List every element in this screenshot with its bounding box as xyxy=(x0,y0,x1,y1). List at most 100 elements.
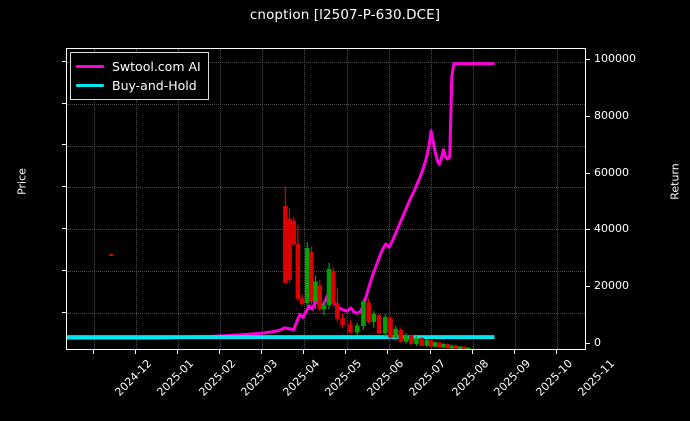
legend: Swtool.com AI Buy-and-Hold xyxy=(70,52,209,100)
candle-body xyxy=(361,301,366,327)
legend-label-strategy: Swtool.com AI xyxy=(112,59,201,74)
candle-body xyxy=(313,281,318,303)
candle-body xyxy=(403,334,409,342)
strategy-equity-line xyxy=(67,62,495,340)
candle-body xyxy=(428,340,434,347)
candle-body xyxy=(408,334,414,344)
gridline-horizontal xyxy=(67,271,585,273)
candle-body xyxy=(326,268,332,306)
y-tick-mark-right xyxy=(586,59,590,61)
x-tick-label: 2025-10 xyxy=(533,357,575,399)
gridline-vertical xyxy=(220,49,222,349)
x-tick-label: 2025-08 xyxy=(448,357,491,399)
x-tick-label: 2025-04 xyxy=(280,357,323,399)
y-tick-mark-right xyxy=(586,229,590,231)
y-tick-label-right: 80000 xyxy=(594,109,629,123)
candle-body xyxy=(453,345,459,349)
legend-item-buy-and-hold[interactable]: Buy-and-Hold xyxy=(76,76,201,95)
y-tick-mark-left xyxy=(62,312,66,314)
candle-body xyxy=(309,252,314,303)
x-tick-mark xyxy=(555,350,557,354)
candle-body xyxy=(382,317,388,334)
y-tick-mark-left xyxy=(62,186,66,188)
x-tick-label: 2025-01 xyxy=(154,357,197,399)
x-tick-mark xyxy=(471,350,473,354)
candle-body xyxy=(441,343,446,348)
x-tick-label: 2025-05 xyxy=(322,357,365,399)
gridline-vertical xyxy=(514,49,516,349)
candle-body xyxy=(445,343,450,349)
legend-swatch-buy-and-hold xyxy=(76,84,104,87)
x-tick-mark xyxy=(261,350,263,354)
y-tick-mark-left xyxy=(62,60,66,62)
y-tick-mark-right xyxy=(586,286,590,288)
x-tick-mark xyxy=(177,350,179,354)
candle-body xyxy=(376,315,382,334)
x-tick-label: 2025-07 xyxy=(406,357,449,399)
x-tick-mark xyxy=(135,350,137,354)
candle-body xyxy=(295,243,301,299)
x-tick-label: 2025-06 xyxy=(364,357,407,399)
gridline-horizontal xyxy=(67,61,585,63)
gridline-horizontal xyxy=(67,229,585,231)
y-tick-mark-right xyxy=(586,116,590,118)
legend-label-buy-and-hold: Buy-and-Hold xyxy=(112,78,197,93)
x-tick-label: 2025-02 xyxy=(196,357,239,399)
candle-body xyxy=(461,346,467,349)
x-tick-mark xyxy=(429,350,431,354)
chart-title: cnoption [l2507-P-630.DCE] xyxy=(249,7,441,23)
data-series-layer xyxy=(67,62,495,349)
x-tick-label: 2025-03 xyxy=(238,357,281,399)
y-tick-mark-left xyxy=(62,144,66,146)
candle-body xyxy=(449,345,455,349)
gridline-vertical xyxy=(556,49,558,349)
candle-body xyxy=(317,285,323,310)
candle-body xyxy=(424,340,430,346)
gridline-vertical xyxy=(388,49,390,349)
gridline-horizontal xyxy=(67,145,585,147)
candle-body xyxy=(108,254,114,257)
y-axis-label-left: Price xyxy=(15,168,29,195)
x-tick-mark xyxy=(513,350,515,354)
candle-body xyxy=(366,302,371,322)
gridline-vertical xyxy=(94,49,96,349)
plot-area xyxy=(66,48,586,350)
candle-body xyxy=(283,205,288,284)
candle-body xyxy=(419,338,424,346)
gridline-vertical xyxy=(262,49,264,349)
candle-body xyxy=(371,313,377,322)
candle-body xyxy=(388,318,393,338)
y-tick-label-right: 60000 xyxy=(594,165,629,179)
gridline-vertical xyxy=(178,49,180,349)
candle-body xyxy=(398,329,404,342)
gridline-horizontal xyxy=(67,187,585,189)
gridline-vertical xyxy=(472,49,474,349)
candle-body xyxy=(432,342,438,347)
candle-body xyxy=(299,298,305,305)
y-tick-label-right: 0 xyxy=(594,335,601,349)
candle-body xyxy=(414,338,419,344)
y-tick-label-right: 100000 xyxy=(594,52,636,66)
x-tick-mark xyxy=(93,350,95,354)
x-tick-label: 2024-12 xyxy=(112,357,155,399)
candle-body xyxy=(354,325,360,333)
y-tick-mark-left xyxy=(62,270,66,272)
x-tick-label: 2025-11 xyxy=(575,357,617,399)
gridline-vertical xyxy=(346,49,348,349)
gridline-vertical xyxy=(304,49,306,349)
x-tick-mark xyxy=(219,350,221,354)
x-tick-mark xyxy=(345,350,347,354)
legend-item-strategy[interactable]: Swtool.com AI xyxy=(76,57,201,76)
gridline-horizontal xyxy=(67,103,585,105)
x-tick-mark xyxy=(387,350,389,354)
gridline-vertical xyxy=(136,49,138,349)
candle-body xyxy=(457,346,463,349)
candle-body xyxy=(340,318,345,326)
y-tick-mark-right xyxy=(586,172,590,174)
candle-body xyxy=(304,247,310,304)
candle-body xyxy=(437,342,442,348)
candle-body xyxy=(335,303,340,319)
candle-body xyxy=(393,328,398,338)
candle-body xyxy=(287,218,292,281)
